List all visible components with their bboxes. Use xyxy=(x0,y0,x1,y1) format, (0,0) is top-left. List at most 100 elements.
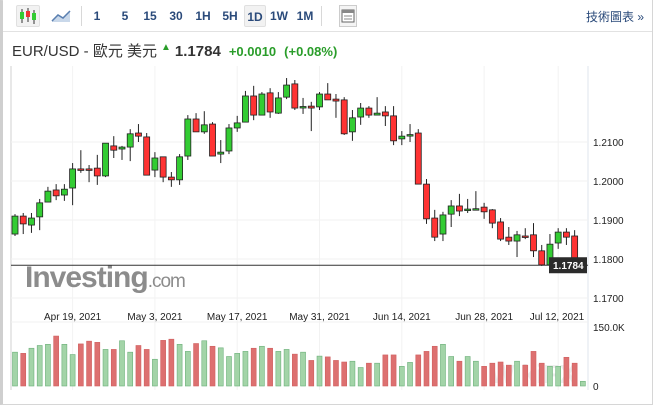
volume-bar xyxy=(530,351,537,387)
candle-body xyxy=(521,235,529,238)
price-tick-label: 1.2100 xyxy=(593,138,624,149)
candle-body xyxy=(176,156,184,181)
price-tick-label: 1.2000 xyxy=(593,177,624,188)
time-tick-label: May 3, 2021 xyxy=(127,312,182,323)
volume-bar xyxy=(12,351,18,387)
interval-5h[interactable]: 5H xyxy=(222,9,238,23)
candle-body xyxy=(373,112,381,116)
volume-bar xyxy=(382,354,389,387)
candle-body xyxy=(85,168,93,171)
volume-bar xyxy=(300,351,306,387)
volume-bar xyxy=(374,362,380,387)
candle-body xyxy=(36,202,44,218)
candlestick-chart-button[interactable] xyxy=(16,5,40,27)
candle-body xyxy=(414,132,422,185)
interval-1d[interactable]: 1D xyxy=(244,5,266,27)
instrument-header: EUR/USD - 歐元 美元 ▲ 1.1784 +0.0010 (+0.08%) xyxy=(12,40,337,61)
volume-bar xyxy=(94,342,101,387)
candle-body xyxy=(77,168,85,171)
interval-1h[interactable]: 1H xyxy=(195,9,211,23)
interval-15[interactable]: 15 xyxy=(143,9,157,23)
volume-bar xyxy=(505,364,512,387)
candle-body xyxy=(69,168,77,189)
candle-body xyxy=(497,221,504,240)
interval-1w[interactable]: 1W xyxy=(270,9,288,23)
candle-body xyxy=(307,105,315,109)
volume-bar xyxy=(341,361,348,387)
candle-body xyxy=(554,231,562,244)
candle-body xyxy=(349,117,356,133)
time-tick-label: Jun 28, 2021 xyxy=(455,312,513,323)
volume-bar xyxy=(86,340,92,387)
candle-body xyxy=(102,142,109,177)
volume-bar xyxy=(20,353,27,387)
candle-body xyxy=(60,188,68,196)
volume-bar xyxy=(456,360,463,387)
interval-1[interactable]: 1 xyxy=(93,9,101,23)
volume-bar xyxy=(250,347,257,387)
volume-bar xyxy=(234,353,241,387)
time-tick-label: Jun 14, 2021 xyxy=(373,312,431,323)
candle-body xyxy=(11,215,19,235)
area-chart-button[interactable] xyxy=(49,5,73,27)
volume-bar xyxy=(333,360,339,387)
candle-body xyxy=(472,208,480,211)
volume-bar xyxy=(390,354,397,387)
volume-bar xyxy=(357,367,364,387)
interval-30[interactable]: 30 xyxy=(169,9,183,23)
volume-bar xyxy=(61,344,68,387)
candle-body xyxy=(274,97,282,114)
volume-bar xyxy=(399,366,405,387)
volume-bar xyxy=(481,366,487,387)
volume-tick-label: 150.0K xyxy=(593,323,625,334)
volume-bar xyxy=(448,356,454,387)
interval-5[interactable]: 5 xyxy=(121,9,129,23)
candle-body xyxy=(225,127,233,152)
volume-bar xyxy=(316,355,323,387)
volume-bar xyxy=(127,351,134,387)
candle-body xyxy=(316,93,323,108)
volume-bar xyxy=(110,349,117,387)
interval-1m[interactable]: 1M xyxy=(296,9,314,23)
volume-bar xyxy=(423,351,430,387)
volume-bar xyxy=(489,362,496,387)
candle-body xyxy=(233,122,241,129)
candle-body xyxy=(184,118,192,157)
volume-bar xyxy=(176,344,183,387)
time-tick-label: May 31, 2021 xyxy=(289,312,350,323)
volume-bar xyxy=(209,345,216,387)
time-tick-label: Apr 19, 2021 xyxy=(44,312,102,323)
candle-body xyxy=(406,134,414,137)
instrument-name: EUR/USD - 歐元 美元 xyxy=(12,43,158,60)
table-icon xyxy=(341,9,355,23)
candle-body xyxy=(332,98,340,102)
volume-bar xyxy=(473,360,479,387)
candle-body xyxy=(464,208,472,211)
table-view-button[interactable] xyxy=(339,5,357,27)
volume-bar xyxy=(292,353,298,387)
candle-body xyxy=(423,183,430,220)
volume-bar xyxy=(283,349,290,387)
candle-body xyxy=(44,190,52,203)
candle-body xyxy=(530,234,537,252)
last-price: 1.1784 xyxy=(174,43,221,60)
volume-bar xyxy=(440,344,446,387)
volume-bar xyxy=(580,380,586,387)
candle-body xyxy=(126,133,134,148)
candle-body xyxy=(167,176,175,181)
volume-bar xyxy=(242,351,249,387)
candle-body xyxy=(439,214,447,235)
volume-bar xyxy=(563,356,570,387)
candle-body xyxy=(209,123,216,157)
candle-body xyxy=(538,250,546,266)
volume-bar xyxy=(160,340,166,387)
volume-bar xyxy=(324,356,331,387)
volume-bar xyxy=(45,344,51,387)
volume-bar xyxy=(193,343,199,387)
technical-chart-link[interactable]: 技術圖表 » xyxy=(585,10,644,24)
volume-bar xyxy=(69,354,76,387)
candle-body xyxy=(192,118,200,133)
volume-bar xyxy=(431,345,438,387)
price-tick-label: 1.1800 xyxy=(593,255,624,266)
